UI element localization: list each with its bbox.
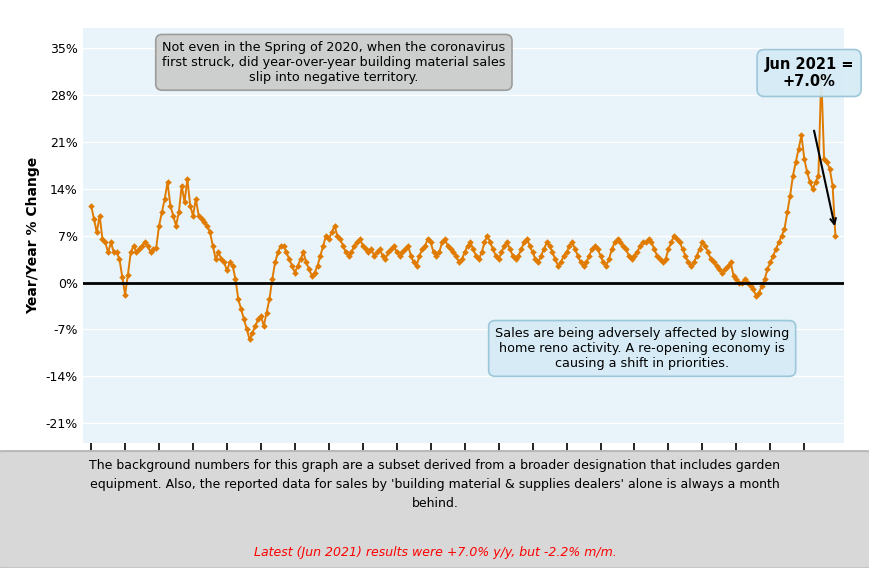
Text: Not even in the Spring of 2020, when the coronavirus
first struck, did year-over: Not even in the Spring of 2020, when the… xyxy=(162,41,505,84)
Text: Sales are being adversely affected by slowing
home reno activity. A re-opening e: Sales are being adversely affected by sl… xyxy=(494,327,788,370)
FancyBboxPatch shape xyxy=(0,451,869,568)
X-axis label: Year & Month: Year & Month xyxy=(405,491,521,506)
Text: The background numbers for this graph are a subset derived from a broader design: The background numbers for this graph ar… xyxy=(90,459,779,510)
Text: Jun 2021 =
+7.0%: Jun 2021 = +7.0% xyxy=(764,57,852,89)
Text: Latest (Jun 2021) results were +7.0% y/y, but -2.2% m/m.: Latest (Jun 2021) results were +7.0% y/y… xyxy=(254,545,615,558)
Y-axis label: Year/Year % Change: Year/Year % Change xyxy=(26,157,40,314)
